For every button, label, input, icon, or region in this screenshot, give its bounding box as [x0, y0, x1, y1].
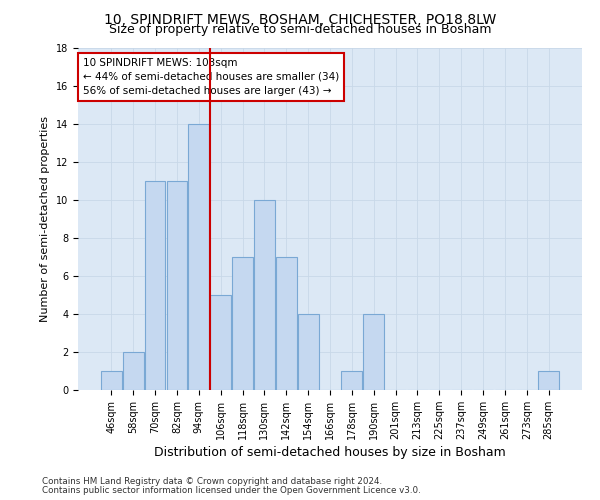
Bar: [276, 257, 296, 390]
Bar: [167, 180, 187, 390]
Bar: [538, 371, 559, 390]
Bar: [254, 200, 275, 390]
Text: 10, SPINDRIFT MEWS, BOSHAM, CHICHESTER, PO18 8LW: 10, SPINDRIFT MEWS, BOSHAM, CHICHESTER, …: [104, 12, 496, 26]
Bar: [123, 352, 143, 390]
Bar: [341, 371, 362, 390]
Y-axis label: Number of semi-detached properties: Number of semi-detached properties: [40, 116, 50, 322]
Text: Contains HM Land Registry data © Crown copyright and database right 2024.: Contains HM Land Registry data © Crown c…: [42, 477, 382, 486]
Bar: [101, 371, 122, 390]
Text: Size of property relative to semi-detached houses in Bosham: Size of property relative to semi-detach…: [109, 22, 491, 36]
Text: Contains public sector information licensed under the Open Government Licence v3: Contains public sector information licen…: [42, 486, 421, 495]
Bar: [364, 314, 384, 390]
Bar: [232, 257, 253, 390]
Bar: [145, 180, 166, 390]
X-axis label: Distribution of semi-detached houses by size in Bosham: Distribution of semi-detached houses by …: [154, 446, 506, 459]
Bar: [188, 124, 209, 390]
Bar: [298, 314, 319, 390]
Text: 10 SPINDRIFT MEWS: 103sqm
← 44% of semi-detached houses are smaller (34)
56% of : 10 SPINDRIFT MEWS: 103sqm ← 44% of semi-…: [83, 58, 339, 96]
Bar: [210, 295, 231, 390]
